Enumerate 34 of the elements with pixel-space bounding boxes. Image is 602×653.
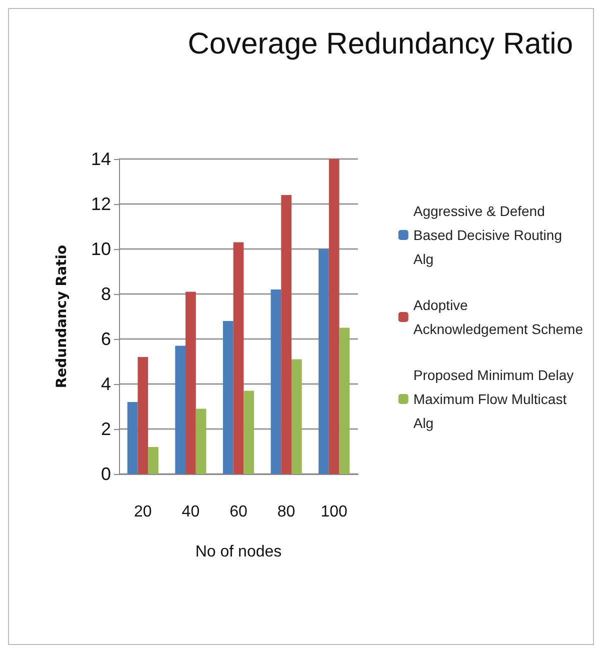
legend-label: Aggressive & Defend Based Decisive Routing Alg [413,203,562,267]
bar [127,402,138,474]
bar [222,321,234,474]
y-tick-label: 12 [90,194,111,214]
bar [291,359,302,474]
x-tick-label: 40 [182,504,200,520]
bar [318,249,329,474]
bar [138,357,148,474]
bar [339,328,350,474]
bar [148,447,158,474]
bar [328,159,340,474]
bar [281,195,292,474]
y-tick-label: 14 [90,149,111,169]
legend-label: Proposed Minimum Delay Maximum Flow Multicast Alg [413,367,574,431]
legend-label: Adoptive Acknowledgement Scheme [413,297,584,337]
y-tick-label: 4 [100,374,111,394]
bar [233,242,244,474]
bar [196,408,206,474]
y-tick-label: 10 [90,239,111,259]
x-tick-label: 80 [277,504,296,520]
chart-title: Coverage Redundancy Ratio [188,28,574,60]
bar [244,390,254,474]
x-tick-label: 60 [230,504,248,520]
y-tick-label: 6 [100,329,111,349]
x-axis-title: No of nodes [195,544,282,560]
x-tick-label: 100 [320,504,348,520]
y-tick-label: 8 [100,284,111,304]
y-tick-label: 0 [100,464,111,484]
bar [270,290,282,474]
y-axis-title: Redundancy Ratio [54,244,70,388]
bar [175,346,186,474]
bar [186,292,196,474]
y-tick-label: 2 [100,419,111,439]
x-tick-label: 20 [134,504,152,520]
